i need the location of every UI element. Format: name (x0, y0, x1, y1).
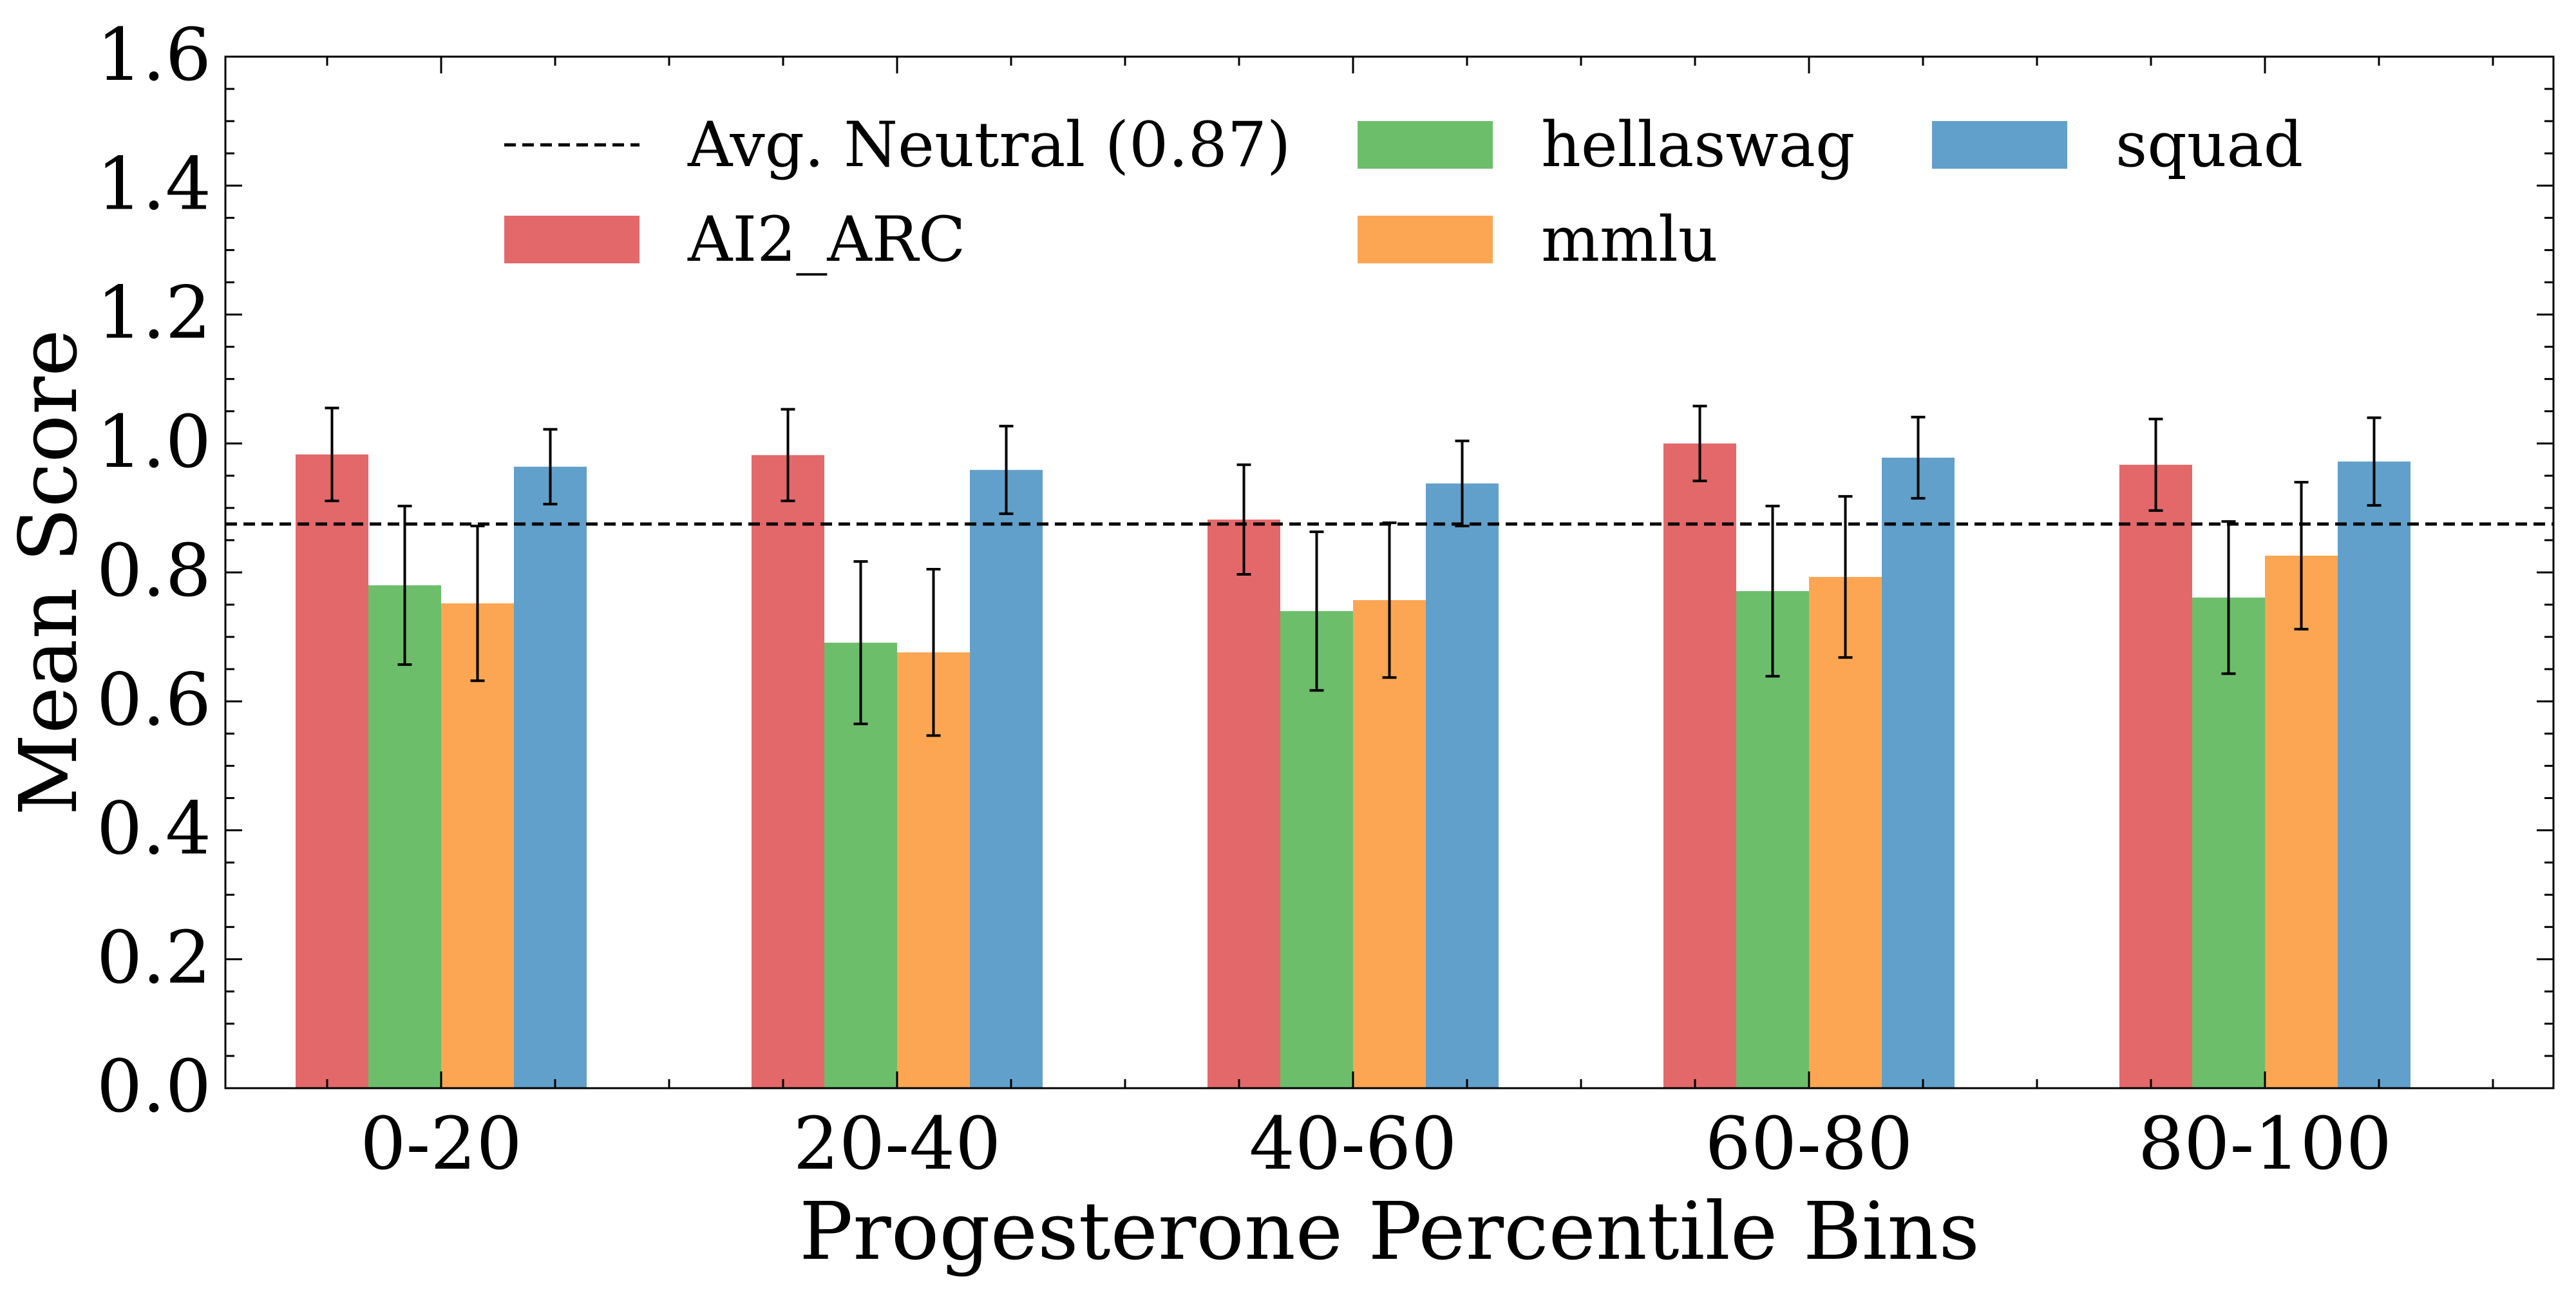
x-tick-label: 0-20 (360, 1102, 522, 1186)
y-tick-label: 0.8 (97, 529, 211, 613)
errorbar-ai2_arc-80-100 (2148, 417, 2163, 512)
errorbar-hellaswag-20-40 (853, 560, 868, 726)
legend-item-avg-neutral-0-87-: Avg. Neutral (0.87) (504, 109, 1291, 181)
errorbar-hellaswag-0-20 (397, 504, 412, 666)
bar-ai2_arc-0-20 (296, 454, 368, 1088)
x-tick-labels: 0-20 20-40 40-60 60-80 80-100 (360, 1102, 2392, 1186)
x-axis-label: Progesterone Percentile Bins (799, 1185, 1980, 1278)
bar-ai2_arc-40-60 (1208, 519, 1280, 1088)
legend-label: Avg. Neutral (0.87) (687, 109, 1291, 181)
bar-squad-0-20 (514, 466, 587, 1088)
x-tick-label: 20-40 (793, 1102, 1001, 1186)
legend-label: mmlu (1541, 203, 1718, 276)
legend-item-ai2-arc: AI2_ARC (504, 203, 965, 276)
errorbar-hellaswag-80-100 (2221, 520, 2236, 675)
y-tick-labels: 0.0 0.2 0.4 0.6 0.8 1.0 1.2 1.4 1.6 (97, 14, 211, 1129)
legend-label: AI2_ARC (687, 203, 965, 276)
y-tick-label: 0.4 (97, 787, 211, 871)
errorbar-mmlu-80-100 (2294, 480, 2309, 631)
bar-mmlu-80-100 (2265, 555, 2338, 1088)
errorbar-ai2_arc-0-20 (325, 406, 339, 502)
errorbar-squad-80-100 (2367, 416, 2382, 507)
y-tick-label: 1.0 (97, 400, 211, 484)
errorbar-ai2_arc-40-60 (1236, 463, 1251, 576)
legend-label: hellaswag (1541, 109, 1855, 181)
errorbar-hellaswag-60-80 (1765, 504, 1780, 678)
legend-item-hellaswag: hellaswag (1358, 109, 1855, 181)
legend-item-mmlu: mmlu (1358, 203, 1718, 276)
errorbar-ai2_arc-60-80 (1692, 404, 1707, 482)
y-tick-label: 1.6 (97, 14, 211, 97)
errorbar-hellaswag-40-60 (1309, 530, 1324, 692)
bar-hellaswag-80-100 (2192, 598, 2265, 1088)
legend-label: squad (2116, 109, 2303, 181)
y-tick-label: 1.4 (97, 142, 211, 226)
bar-mmlu-60-80 (1809, 577, 1882, 1088)
y-tick-label: 0.2 (97, 916, 211, 1000)
bar-squad-20-40 (970, 469, 1043, 1088)
bar-squad-60-80 (1882, 457, 1955, 1088)
bar-squad-80-100 (2338, 461, 2410, 1088)
bar-ai2_arc-60-80 (1663, 443, 1736, 1088)
ticks-layer (225, 55, 2553, 1089)
bar-squad-40-60 (1426, 483, 1499, 1088)
errorbar-mmlu-60-80 (1838, 495, 1853, 659)
y-axis-label: Mean Score (3, 329, 95, 815)
x-tick-label: 60-80 (1705, 1102, 1913, 1186)
errorbar-layer (325, 404, 2382, 737)
bar-mmlu-40-60 (1353, 600, 1426, 1088)
errorbar-squad-20-40 (999, 424, 1014, 515)
legend-item-squad: squad (1932, 109, 2303, 181)
y-tick-label: 0.0 (97, 1045, 211, 1129)
bar-hellaswag-0-20 (368, 585, 441, 1088)
errorbar-mmlu-0-20 (470, 524, 485, 683)
bars-layer (296, 443, 2410, 1088)
bar-mmlu-0-20 (441, 603, 514, 1088)
plot-frame (224, 55, 2555, 1089)
x-tick-label: 40-60 (1249, 1102, 1457, 1186)
errorbar-squad-0-20 (543, 428, 558, 505)
errorbar-squad-40-60 (1455, 439, 1470, 527)
x-tick-label: 80-100 (2138, 1102, 2392, 1186)
y-tick-label: 0.6 (97, 658, 211, 742)
bar-ai2_arc-20-40 (752, 455, 824, 1088)
errorbar-ai2_arc-20-40 (781, 408, 795, 502)
legend: Avg. Neutral (0.87) AI2_ARC hellaswag mmlu s… (504, 109, 2303, 276)
y-tick-label: 1.2 (97, 272, 211, 355)
errorbar-mmlu-20-40 (926, 567, 941, 737)
bar-ai2_arc-80-100 (2119, 464, 2192, 1088)
errorbar-squad-60-80 (1911, 415, 1926, 500)
